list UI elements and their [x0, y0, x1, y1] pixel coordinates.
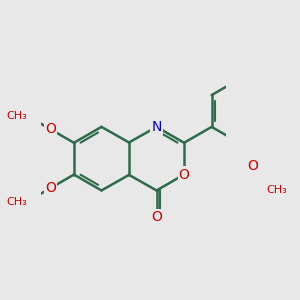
Text: O: O: [151, 211, 162, 224]
Text: N: N: [152, 120, 162, 134]
Text: CH₃: CH₃: [266, 184, 287, 195]
Text: CH₃: CH₃: [6, 111, 27, 121]
Text: O: O: [45, 181, 56, 195]
Text: O: O: [45, 122, 56, 136]
Text: O: O: [247, 159, 258, 173]
Text: CH₃: CH₃: [6, 196, 27, 207]
Text: O: O: [178, 168, 190, 182]
